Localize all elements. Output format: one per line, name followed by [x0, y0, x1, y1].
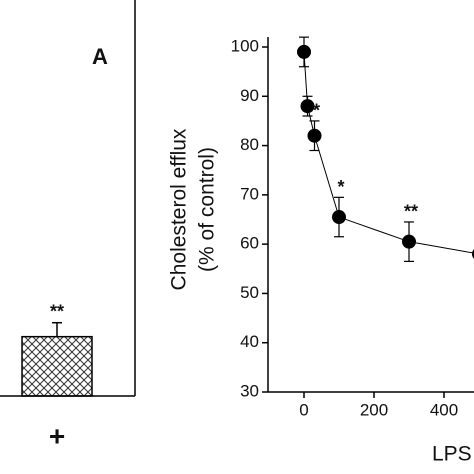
x-axis-label: LPS: [432, 443, 472, 466]
x-tick-label: 400: [430, 400, 458, 419]
y-tick-label: 80: [240, 135, 259, 154]
y-tick-label: 40: [240, 332, 259, 351]
point: [402, 234, 416, 249]
annotation: *: [337, 177, 344, 197]
x-tick-label: 200: [360, 400, 388, 419]
point: [300, 99, 315, 114]
point: [297, 44, 311, 59]
y-tick-label: 100: [231, 36, 259, 55]
panel-label: A: [92, 44, 108, 69]
x-tick-label: +: [49, 420, 65, 451]
point: [307, 128, 322, 143]
y-axis-label: Cholesterol efflux: [168, 128, 191, 290]
x-tick-label: 0: [299, 400, 308, 419]
y-tick-label: 90: [240, 86, 259, 105]
bar: [21, 335, 93, 397]
point: [332, 210, 346, 225]
annotation: **: [50, 301, 64, 321]
y-tick-label: 70: [240, 184, 259, 203]
annotation: **: [404, 202, 418, 222]
annotation: *: [313, 101, 320, 121]
y-tick-label: 50: [240, 283, 259, 302]
y-tick-label: 30: [240, 381, 259, 400]
y-axis-label: (% of control): [196, 147, 219, 272]
line: [303, 51, 474, 254]
y-tick-label: 60: [240, 234, 259, 253]
